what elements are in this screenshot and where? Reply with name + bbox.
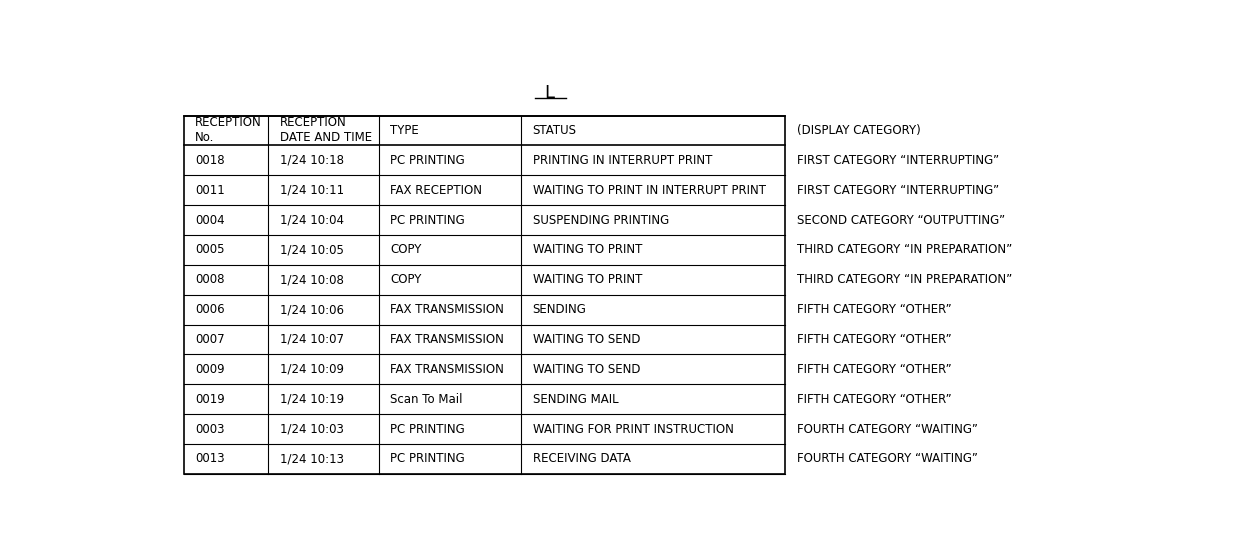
Text: PC PRINTING: PC PRINTING [391,453,465,465]
Text: 0018: 0018 [196,154,224,167]
Text: WAITING TO PRINT IN INTERRUPT PRINT: WAITING TO PRINT IN INTERRUPT PRINT [533,184,765,197]
Text: WAITING TO SEND: WAITING TO SEND [533,363,640,376]
Text: FIRST CATEGORY “INTERRUPTING”: FIRST CATEGORY “INTERRUPTING” [797,154,999,167]
Text: COPY: COPY [391,243,422,257]
Text: 1/24 10:13: 1/24 10:13 [280,453,343,465]
Text: 0005: 0005 [196,243,224,257]
Text: 0006: 0006 [196,303,224,316]
Text: 1/24 10:08: 1/24 10:08 [280,273,343,286]
Text: 0013: 0013 [196,453,224,465]
Text: PC PRINTING: PC PRINTING [391,213,465,227]
Bar [184,116,785,474]
Text: FIFTH CATEGORY “OTHER”: FIFTH CATEGORY “OTHER” [797,333,951,346]
Text: STATUS: STATUS [533,124,577,137]
Text: THIRD CATEGORY “IN PREPARATION”: THIRD CATEGORY “IN PREPARATION” [797,273,1012,286]
Text: 1/24 10:07: 1/24 10:07 [280,333,343,346]
Text: FIFTH CATEGORY “OTHER”: FIFTH CATEGORY “OTHER” [797,393,951,406]
Text: 1/24 10:09: 1/24 10:09 [280,363,343,376]
Text: 1/24 10:03: 1/24 10:03 [280,423,343,435]
Text: RECEIVING DATA: RECEIVING DATA [533,453,631,465]
Text: 0003: 0003 [196,423,224,435]
Text: 0011: 0011 [196,184,226,197]
Text: RECEPTION
DATE AND TIME: RECEPTION DATE AND TIME [280,116,372,145]
Text: COPY: COPY [391,273,422,286]
Text: RECEPTION
No.: RECEPTION No. [196,116,262,145]
Text: 1/24 10:11: 1/24 10:11 [280,184,343,197]
Text: FAX TRANSMISSION: FAX TRANSMISSION [391,333,505,346]
Text: 0008: 0008 [196,273,224,286]
Text: SECOND CATEGORY “OUTPUTTING”: SECOND CATEGORY “OUTPUTTING” [797,213,1006,227]
Text: WAITING FOR PRINT INSTRUCTION: WAITING FOR PRINT INSTRUCTION [533,423,734,435]
Text: WAITING TO PRINT: WAITING TO PRINT [533,273,642,286]
Text: 0009: 0009 [196,363,224,376]
Text: FIRST CATEGORY “INTERRUPTING”: FIRST CATEGORY “INTERRUPTING” [797,184,999,197]
Text: 0007: 0007 [196,333,224,346]
Text: SENDING MAIL: SENDING MAIL [533,393,619,406]
Text: FAX TRANSMISSION: FAX TRANSMISSION [391,363,505,376]
Text: 1/24 10:06: 1/24 10:06 [280,303,343,316]
Text: FOURTH CATEGORY “WAITING”: FOURTH CATEGORY “WAITING” [797,423,978,435]
Text: 1/24 10:19: 1/24 10:19 [280,393,343,406]
Text: 1/24 10:18: 1/24 10:18 [280,154,343,167]
Text: SENDING: SENDING [533,303,587,316]
Text: FIFTH CATEGORY “OTHER”: FIFTH CATEGORY “OTHER” [797,303,951,316]
Text: WAITING TO PRINT: WAITING TO PRINT [533,243,642,257]
Text: 1/24 10:05: 1/24 10:05 [280,243,343,257]
Text: FOURTH CATEGORY “WAITING”: FOURTH CATEGORY “WAITING” [797,453,978,465]
Text: 1/24 10:04: 1/24 10:04 [280,213,343,227]
Text: 0019: 0019 [196,393,226,406]
Text: PC PRINTING: PC PRINTING [391,423,465,435]
Text: PRINTING IN INTERRUPT PRINT: PRINTING IN INTERRUPT PRINT [533,154,712,167]
Text: FAX RECEPTION: FAX RECEPTION [391,184,482,197]
Text: FAX TRANSMISSION: FAX TRANSMISSION [391,303,505,316]
Text: PC PRINTING: PC PRINTING [391,154,465,167]
Text: 0004: 0004 [196,213,224,227]
Text: FIFTH CATEGORY “OTHER”: FIFTH CATEGORY “OTHER” [797,363,951,376]
Text: TYPE: TYPE [391,124,419,137]
Text: WAITING TO SEND: WAITING TO SEND [533,333,640,346]
Text: Scan To Mail: Scan To Mail [391,393,463,406]
Text: (DISPLAY CATEGORY): (DISPLAY CATEGORY) [797,124,920,137]
Text: SUSPENDING PRINTING: SUSPENDING PRINTING [533,213,668,227]
Text: L: L [544,84,554,101]
Text: THIRD CATEGORY “IN PREPARATION”: THIRD CATEGORY “IN PREPARATION” [797,243,1012,257]
